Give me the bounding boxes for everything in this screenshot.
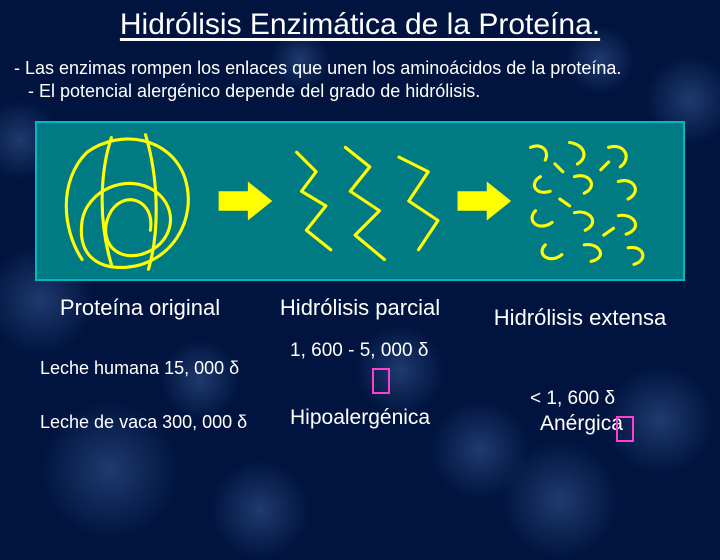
label-hydrolysis-extensive: Hidrólisis extensa <box>470 295 690 331</box>
leche-humana-value: Leche humana 15, 000 δ <box>40 358 239 379</box>
slide-content: Hidrólisis Enzimática de la Proteína. - … <box>0 0 720 540</box>
bullet-1: - Las enzimas rompen los enlaces que une… <box>14 57 706 80</box>
diagram-labels: Proteína original Hidrólisis parcial Hid… <box>30 295 690 331</box>
anergica-label: Anérgica <box>540 412 623 436</box>
label-hydrolysis-partial: Hidrólisis parcial <box>250 295 470 331</box>
slide-title: Hidrólisis Enzimática de la Proteína. <box>0 0 720 43</box>
footer-data: Leche humana 15, 000 δ Leche de vaca 300… <box>20 340 700 460</box>
hipoalergenica-label: Hipoalergénica <box>290 406 430 430</box>
leche-vaca-value: Leche de vaca 300, 000 δ <box>40 412 247 433</box>
pink-box-icon <box>616 416 634 442</box>
label-protein-original: Proteína original <box>30 295 250 331</box>
pink-box-icon <box>372 368 390 394</box>
range-partial: 1, 600 - 5, 000 δ <box>290 340 428 362</box>
bullet-2: - El potencial alergénico depende del gr… <box>14 80 706 103</box>
range-extensive: < 1, 600 δ <box>530 388 615 410</box>
diagram-svg <box>37 123 683 279</box>
bullet-list: - Las enzimas rompen los enlaces que une… <box>0 43 720 104</box>
hydrolysis-diagram <box>35 121 685 281</box>
